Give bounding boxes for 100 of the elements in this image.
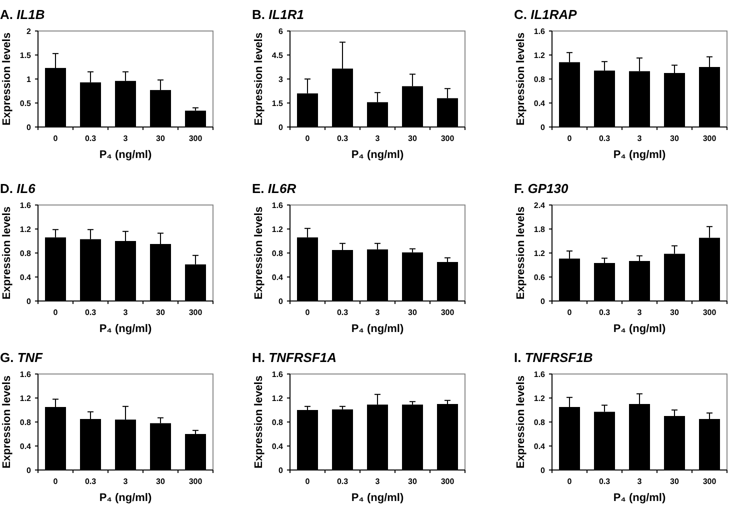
x-tick-label: 3 (123, 477, 128, 486)
x-axis-title: P₄ (ng/ml) (613, 149, 666, 161)
y-tick-label: 0 (278, 466, 284, 475)
x-tick-label: 0.3 (598, 134, 611, 143)
y-tick-label: 1.2 (272, 394, 284, 403)
x-tick-label: 30 (156, 477, 166, 486)
x-tick-label: 0 (53, 308, 58, 317)
y-tick-label: 0.4 (534, 442, 546, 451)
y-tick-label: 0 (278, 122, 284, 132)
x-tick-label: 3 (123, 134, 128, 143)
y-axis-title: Expression levels (1, 206, 13, 300)
x-tick-label: 0.3 (84, 477, 97, 486)
y-tick-label: 0.5 (20, 98, 32, 108)
x-tick-label: 0.3 (84, 134, 97, 143)
y-tick-label: 0.4 (534, 98, 546, 108)
x-axis-title: P₄ (ng/ml) (613, 492, 666, 504)
chart-title: A. IL1B (0, 7, 45, 22)
y-tick-label: 0.8 (534, 74, 546, 84)
y-tick-label: 0 (278, 296, 284, 306)
x-tick-label: 300 (440, 134, 455, 143)
x-tick-label: 0 (305, 134, 310, 143)
chart-title: E. IL6R (252, 181, 297, 196)
x-tick-label: 30 (408, 477, 418, 486)
y-tick-label: 0.4 (20, 272, 32, 282)
y-axis-title: Expression levels (253, 206, 265, 300)
x-tick-label: 3 (375, 477, 380, 486)
y-tick-label: 0.8 (272, 248, 284, 258)
y-axis-title: Expression levels (253, 32, 265, 126)
x-axis-title: P₄ (ng/ml) (351, 149, 404, 161)
x-axis-title: P₄ (ng/ml) (351, 492, 404, 504)
y-tick-label: 0 (540, 466, 546, 475)
y-tick-label: 1.6 (534, 370, 546, 379)
y-tick-label: 4.5 (272, 50, 284, 60)
x-tick-label: 0.3 (336, 134, 349, 143)
x-tick-label: 3 (637, 477, 642, 486)
y-tick-label: 3 (278, 74, 284, 84)
x-axis-title: P₄ (ng/ml) (613, 323, 666, 335)
y-tick-label: 1.5 (20, 50, 32, 60)
x-tick-label: 300 (440, 308, 455, 317)
x-tick-label: 30 (156, 134, 166, 143)
y-tick-label: 1.2 (272, 224, 284, 234)
x-tick-label: 0 (53, 134, 58, 143)
x-tick-label: 300 (440, 477, 455, 486)
y-tick-label: 0.6 (534, 272, 546, 282)
y-tick-label: 6 (278, 26, 284, 36)
chart-title: D. IL6 (0, 181, 36, 196)
x-axis-title: P₄ (ng/ml) (99, 149, 152, 161)
y-tick-label: 2.4 (534, 200, 546, 210)
y-tick-label: 1.6 (20, 370, 32, 379)
x-tick-label: 0.3 (336, 308, 349, 317)
x-tick-label: 0 (567, 477, 572, 486)
x-tick-label: 30 (670, 134, 680, 143)
x-tick-label: 0.3 (336, 477, 349, 486)
y-axis-title: Expression levels (515, 206, 527, 300)
x-tick-label: 0 (567, 308, 572, 317)
x-tick-label: 300 (702, 477, 717, 486)
x-tick-label: 30 (670, 308, 680, 317)
x-tick-label: 30 (156, 308, 166, 317)
y-tick-label: 2 (26, 26, 32, 36)
chart-title: H. TNFRSF1A (252, 350, 337, 365)
y-tick-label: 1.2 (20, 394, 32, 403)
x-tick-label: 300 (702, 134, 717, 143)
y-tick-label: 1.5 (272, 98, 284, 108)
y-tick-label: 1.6 (20, 200, 32, 210)
chart-title: I. TNFRSF1B (514, 350, 593, 365)
y-tick-label: 0 (26, 122, 32, 132)
x-tick-label: 0 (53, 477, 58, 486)
y-tick-label: 0 (26, 466, 32, 475)
chart-title: B. IL1R1 (252, 7, 304, 22)
y-tick-label: 1.2 (534, 394, 546, 403)
y-tick-label: 1.2 (20, 224, 32, 234)
x-axis-title: P₄ (ng/ml) (351, 323, 404, 335)
y-axis-title: Expression levels (515, 376, 527, 468)
y-tick-label: 0.4 (20, 442, 32, 451)
x-tick-label: 0 (305, 477, 310, 486)
x-tick-label: 3 (637, 134, 642, 143)
y-tick-label: 1.8 (534, 224, 546, 234)
chart-title: C. IL1RAP (514, 7, 578, 22)
y-tick-label: 0 (540, 122, 546, 132)
x-tick-label: 0 (305, 308, 310, 317)
x-tick-label: 0.3 (598, 477, 611, 486)
y-tick-label: 1.2 (534, 248, 546, 258)
x-tick-label: 30 (408, 134, 418, 143)
y-tick-label: 0.4 (272, 442, 284, 451)
x-tick-label: 300 (188, 308, 203, 317)
y-tick-label: 0.4 (272, 272, 284, 282)
y-tick-label: 1.6 (272, 370, 284, 379)
x-axis-title: P₄ (ng/ml) (99, 323, 152, 335)
y-tick-label: 0.8 (534, 418, 546, 427)
x-tick-label: 30 (408, 308, 418, 317)
x-tick-label: 0 (567, 134, 572, 143)
x-tick-label: 3 (637, 308, 642, 317)
y-tick-label: 0.8 (20, 248, 32, 258)
x-tick-label: 300 (702, 308, 717, 317)
y-tick-label: 0.8 (20, 418, 32, 427)
x-tick-label: 3 (375, 308, 380, 317)
chart-title: F. GP130 (514, 181, 569, 196)
x-tick-label: 30 (670, 477, 680, 486)
y-axis-title: Expression levels (515, 32, 527, 126)
x-tick-label: 300 (188, 134, 203, 143)
